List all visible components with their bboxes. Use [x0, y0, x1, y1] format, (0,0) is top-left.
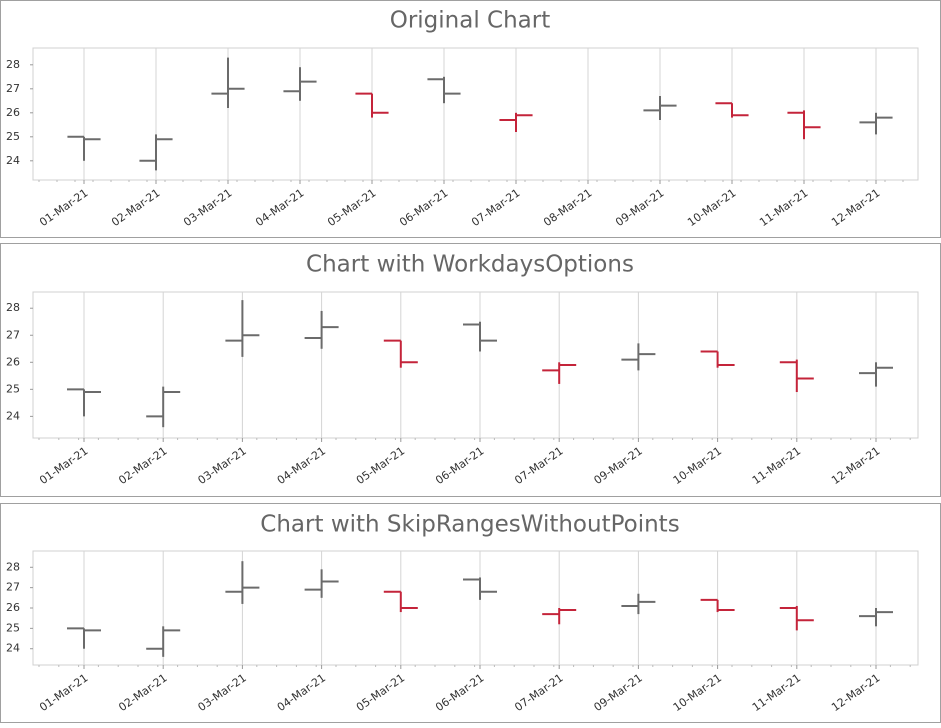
- y-tick-label: 28: [6, 560, 20, 573]
- chart-title: Chart with SkipRangesWithoutPoints: [260, 512, 679, 538]
- y-tick-label: 25: [6, 621, 20, 634]
- chart-title: Original Chart: [390, 8, 551, 34]
- panel: [0, 243, 941, 497]
- chart-title: Chart with WorkdaysOptions: [306, 252, 634, 278]
- y-tick-label: 27: [6, 581, 20, 594]
- y-tick-label: 26: [6, 355, 20, 368]
- y-tick-label: 27: [6, 82, 20, 95]
- y-tick-label: 25: [6, 130, 20, 143]
- plot-area: [32, 291, 919, 439]
- y-tick-label: 28: [6, 301, 20, 314]
- y-tick-label: 24: [6, 642, 20, 655]
- panel: [0, 503, 941, 723]
- y-tick-label: 28: [6, 58, 20, 71]
- plot-area: [32, 47, 919, 181]
- y-tick-label: 26: [6, 601, 20, 614]
- y-tick-label: 24: [6, 409, 20, 422]
- panel: [0, 0, 941, 238]
- y-tick-label: 24: [6, 154, 20, 167]
- y-tick-label: 27: [6, 328, 20, 341]
- y-tick-label: 26: [6, 106, 20, 119]
- y-tick-label: 25: [6, 382, 20, 395]
